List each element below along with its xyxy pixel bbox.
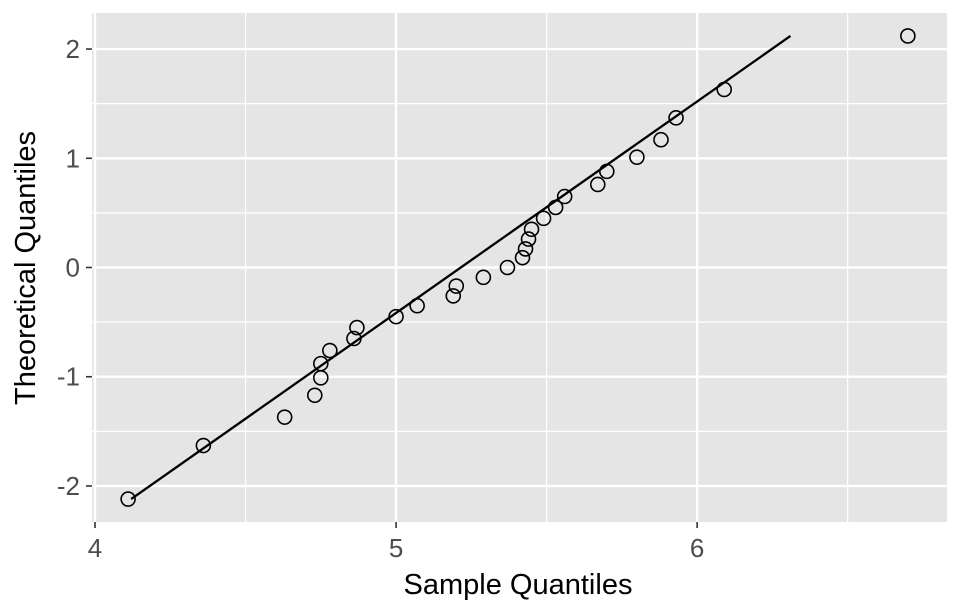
y-tick-label: 0 [66, 253, 80, 283]
data-point [445, 288, 462, 304]
data-point [349, 319, 365, 336]
data-point [346, 330, 362, 347]
data-point [475, 269, 492, 286]
data-point [306, 387, 323, 404]
major-gridlines [92, 13, 947, 522]
data-point [388, 308, 404, 325]
x-tick-label: 5 [389, 533, 403, 563]
data-point [195, 437, 212, 454]
y-axis: -2 -1 0 1 2 [57, 34, 92, 501]
y-axis-title: Theoretical Quantiles [10, 131, 42, 405]
x-axis-title: Sample Quantiles [404, 569, 633, 601]
x-tick-label: 6 [690, 533, 704, 563]
data-point [313, 355, 329, 372]
data-point [556, 188, 573, 205]
data-point [547, 199, 564, 216]
y-tick-label: 2 [66, 34, 80, 64]
data-point [322, 342, 338, 359]
data-point [276, 409, 293, 425]
data-point [589, 176, 606, 193]
data-points [120, 28, 916, 507]
x-tick-label: 4 [88, 533, 102, 563]
x-axis: 4 5 6 [88, 522, 704, 563]
data-point [599, 163, 615, 180]
data-point [120, 491, 136, 507]
data-point [409, 297, 425, 314]
data-point [514, 249, 531, 266]
y-tick-label: 1 [66, 143, 80, 173]
data-point [900, 28, 916, 44]
data-point [629, 149, 645, 165]
data-point [499, 259, 516, 276]
data-point [653, 131, 669, 148]
data-point [668, 110, 684, 126]
y-tick-label: -2 [57, 471, 80, 501]
data-point [448, 278, 465, 294]
data-point [523, 221, 540, 238]
data-point [517, 241, 534, 257]
data-point [520, 231, 537, 247]
data-point [535, 210, 552, 227]
y-tick-label: -1 [57, 362, 80, 392]
data-point [716, 81, 733, 98]
